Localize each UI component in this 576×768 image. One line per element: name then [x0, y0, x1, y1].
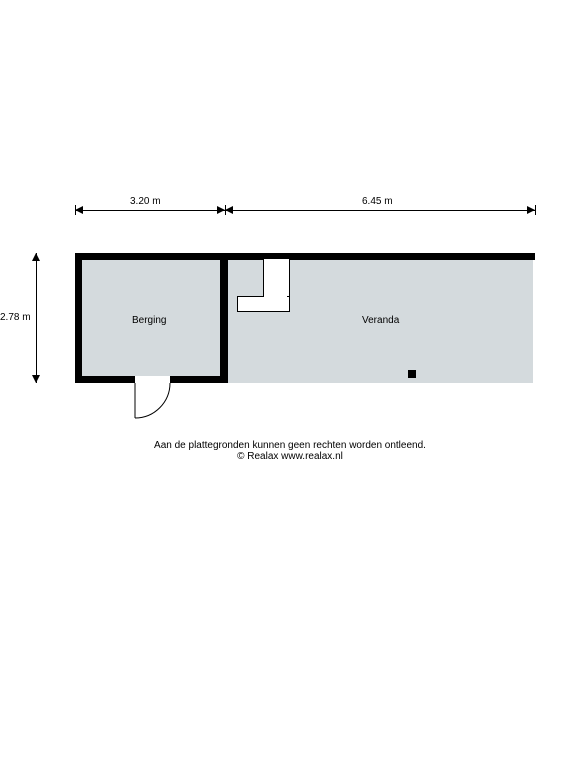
- dim-topright-line: [225, 210, 535, 211]
- dim-tick-mid: [225, 205, 226, 215]
- wall-divider: [220, 253, 228, 383]
- footer-text: Aan de plattegronden kunnen geen rechten…: [140, 440, 440, 462]
- dim-height-label: 2.78 m: [0, 312, 31, 323]
- dim-topright-arrow-l: [225, 206, 233, 214]
- column-block: [408, 370, 416, 378]
- wall-top: [75, 253, 535, 260]
- wall-left: [75, 253, 82, 383]
- white-feature-vertical: [263, 259, 290, 298]
- room-label-berging: Berging: [132, 315, 166, 326]
- footer-line2: © Realax www.realax.nl: [140, 451, 440, 462]
- wall-bottom-left: [75, 376, 135, 383]
- dim-tick-right: [535, 205, 536, 215]
- room-label-veranda: Veranda: [362, 315, 399, 326]
- dim-topleft-arrow-r: [217, 206, 225, 214]
- white-feature-horizontal: [237, 296, 290, 312]
- dim-tick-left: [75, 205, 76, 215]
- door-arc: [133, 383, 173, 423]
- dim-vertical-line: [36, 253, 37, 383]
- footer-line1: Aan de plattegronden kunnen geen rechten…: [140, 440, 440, 451]
- dim-topright-label: 6.45 m: [362, 196, 393, 207]
- dim-topleft-label: 3.20 m: [130, 196, 161, 207]
- dim-topright-arrow-r: [527, 206, 535, 214]
- dim-vertical-arrow-bottom: [32, 375, 40, 383]
- dim-vertical-arrow-top: [32, 253, 40, 261]
- white-feature-seam-cover: [264, 296, 287, 298]
- dim-topleft-line: [75, 210, 225, 211]
- dim-topleft-arrow-l: [75, 206, 83, 214]
